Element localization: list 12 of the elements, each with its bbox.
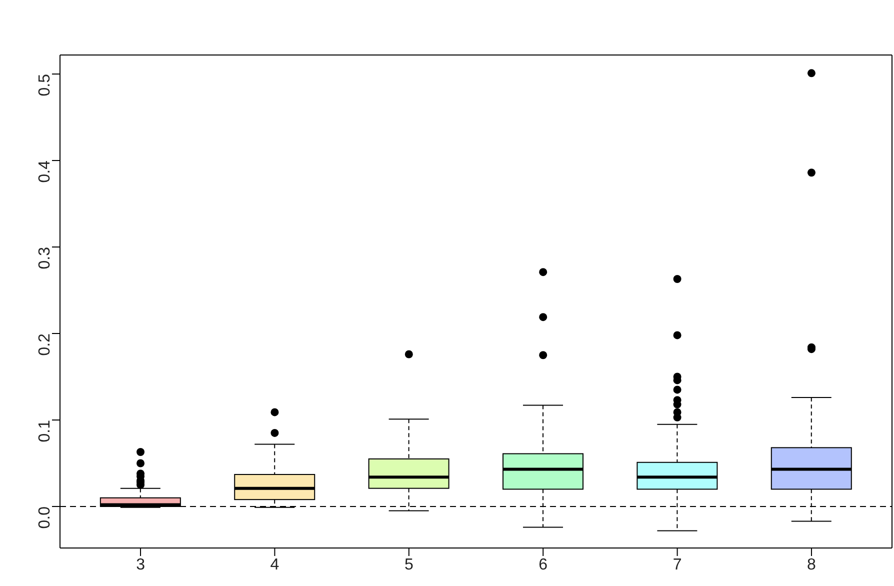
x-tick-label: 3 [136, 556, 146, 574]
x-tick-label: 8 [807, 556, 816, 574]
y-tick-label: 0.1 [36, 420, 54, 442]
x-tick-label: 7 [672, 556, 682, 574]
x-tick-label: 5 [404, 556, 414, 574]
y-tick-label: 0.3 [36, 246, 54, 270]
y-tick-label: 0.0 [36, 506, 54, 529]
y-tick-label: 0.2 [36, 333, 54, 356]
x-tick-label: 6 [538, 556, 548, 574]
x-tick-label: 4 [270, 556, 280, 574]
y-tick-label: 0.5 [36, 74, 54, 96]
y-tick-label: 0.4 [36, 160, 54, 183]
